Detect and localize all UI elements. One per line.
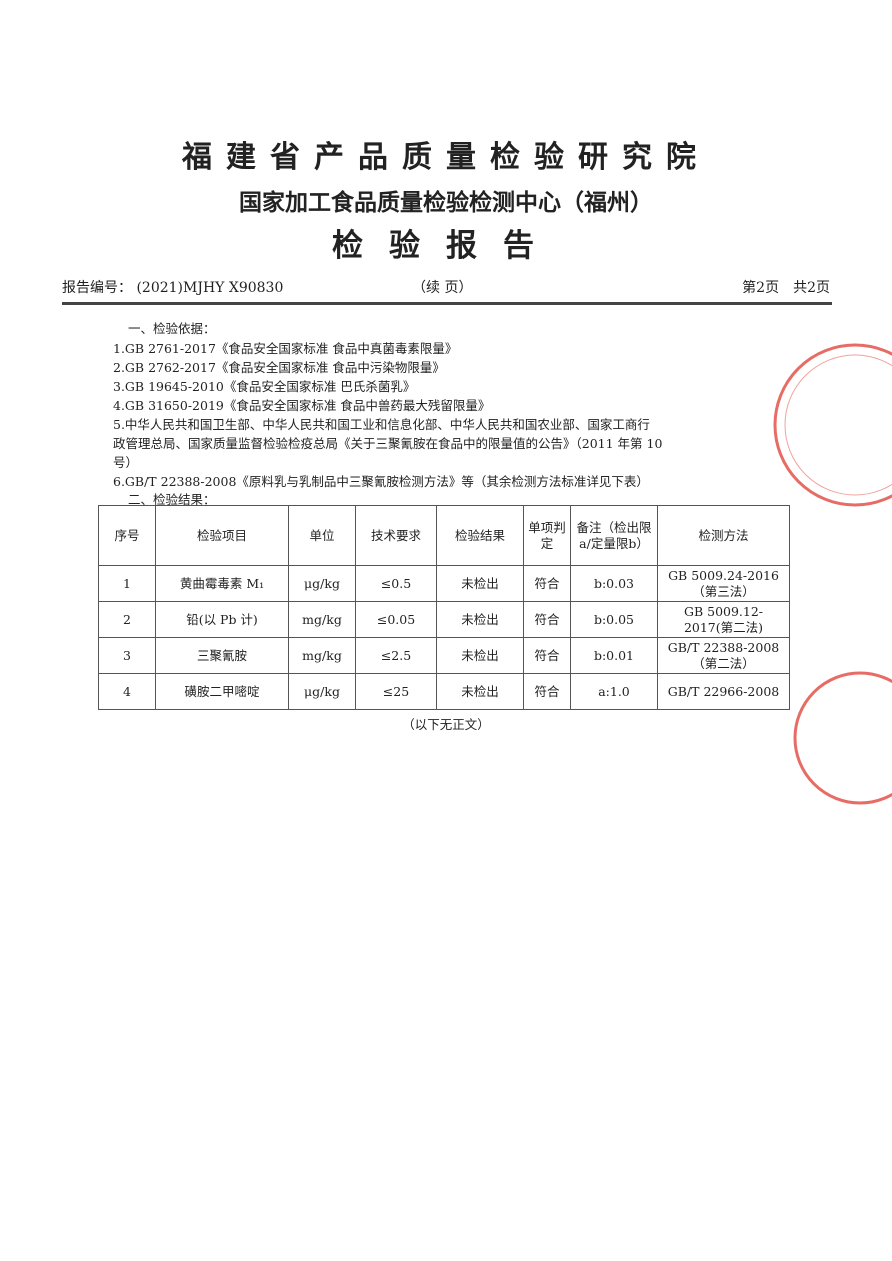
cell-item: 黄曲霉毒素 M₁ (155, 565, 289, 602)
basis-item: 3.GB 19645-2010《食品安全国家标准 巴氏杀菌乳》 (113, 379, 416, 394)
cell-requirement: ≤2.5 (355, 637, 437, 674)
basis-item: 4.GB 31650-2019《食品安全国家标准 食品中兽药最大残留限量》 (113, 398, 491, 413)
cell-item: 磺胺二甲嘧啶 (155, 673, 289, 710)
end-note: （以下无正文） (402, 717, 490, 732)
cell-requirement: ≤0.05 (355, 601, 437, 638)
cell-no: 3 (98, 637, 156, 674)
cell-no: 4 (98, 673, 156, 710)
document-title: 检验报告 (332, 228, 560, 264)
cell-remark: a:1.0 (570, 673, 658, 710)
section-basis-heading: 一、检验依据： (128, 321, 216, 336)
cell-method: GB/T 22966-2008 (657, 673, 790, 710)
header-cell: 检验结果 (436, 505, 524, 566)
basis-item: 2.GB 2762-2017《食品安全国家标准 食品中污染物限量》 (113, 360, 445, 375)
header-cell: 技术要求 (355, 505, 437, 566)
header-cell: 单项判定 (523, 505, 571, 566)
basis-item: 1.GB 2761-2017《食品安全国家标准 食品中真菌毒素限量》 (113, 341, 458, 356)
cell-method: GB 5009.24-2016（第三法） (657, 565, 790, 602)
inspection-seal-partial (793, 671, 892, 805)
cell-no: 1 (98, 565, 156, 602)
cell-result: 未检出 (436, 637, 524, 674)
cell-result: 未检出 (436, 673, 524, 710)
report-number-label: 报告编号： (62, 280, 132, 296)
header-cell: 单位 (288, 505, 356, 566)
cell-method: GB 5009.12-2017(第二法) (657, 601, 790, 638)
cell-unit: mg/kg (288, 601, 356, 638)
cell-result: 未检出 (436, 601, 524, 638)
cell-requirement: ≤0.5 (355, 565, 437, 602)
cell-unit: μg/kg (288, 673, 356, 710)
table-row: 1 黄曲霉毒素 M₁ μg/kg ≤0.5 未检出 符合 b:0.03 GB 5009.24-… (98, 565, 790, 602)
cell-no: 2 (98, 601, 156, 638)
cell-item: 铅(以 Pb 计) (155, 601, 289, 638)
official-seal-partial (773, 343, 892, 507)
cell-remark: b:0.03 (570, 565, 658, 602)
cell-judgement: 符合 (523, 637, 571, 674)
report-number: 报告编号： (2021)MJHY X90830 (62, 277, 283, 297)
report-number-value: (2021)MJHY X90830 (136, 280, 284, 296)
cell-item: 三聚氰胺 (155, 637, 289, 674)
continued-label: （续 页） (412, 280, 473, 296)
results-table: 序号 检验项目 单位 技术要求 检验结果 单项判定 备注（检出限a/定量限b） … (98, 505, 790, 710)
center-name: 国家加工食品质量检验检测中心（福州） (239, 190, 653, 216)
cell-requirement: ≤25 (355, 673, 437, 710)
table-row: 2 铅(以 Pb 计) mg/kg ≤0.05 未检出 符合 b:0.05 GB 5009.1… (98, 601, 790, 638)
header-cell: 序号 (98, 505, 156, 566)
header-rule (62, 302, 832, 305)
header-cell: 检测方法 (657, 505, 790, 566)
table-row: 4 磺胺二甲嘧啶 μg/kg ≤25 未检出 符合 a:1.0 GB/T 22966-2008 (98, 673, 790, 710)
cell-unit: μg/kg (288, 565, 356, 602)
table-header-row: 序号 检验项目 单位 技术要求 检验结果 单项判定 备注（检出限a/定量限b） … (98, 505, 790, 566)
cell-judgement: 符合 (523, 601, 571, 638)
cell-judgement: 符合 (523, 673, 571, 710)
section-results-heading: 二、检验结果： (128, 492, 216, 507)
cell-method: GB/T 22388-2008（第二法） (657, 637, 790, 674)
cell-result: 未检出 (436, 565, 524, 602)
page-info: 第2页 共2页 (742, 280, 830, 296)
header-cell: 备注（检出限a/定量限b） (570, 505, 658, 566)
cell-remark: b:0.01 (570, 637, 658, 674)
basis-item: 6.GB/T 22388-2008《原料乳与乳制品中三聚氰胺检测方法》等（其余检… (113, 474, 649, 489)
basis-item: 号） (113, 455, 139, 470)
table-row: 3 三聚氰胺 mg/kg ≤2.5 未检出 符合 b:0.01 GB/T 22388-2008… (98, 637, 790, 674)
cell-unit: mg/kg (288, 637, 356, 674)
basis-item: 政管理总局、国家质量监督检验检疫总局《关于三聚氰胺在食品中的限量值的公告》（20… (113, 436, 663, 451)
cell-judgement: 符合 (523, 565, 571, 602)
basis-item: 5.中华人民共和国卫生部、中华人民共和国工业和信息化部、中华人民共和国农业部、国… (113, 417, 650, 432)
cell-remark: b:0.05 (570, 601, 658, 638)
institute-name: 福建省产品质量检验研究院 (182, 140, 710, 175)
header-cell: 检验项目 (155, 505, 289, 566)
